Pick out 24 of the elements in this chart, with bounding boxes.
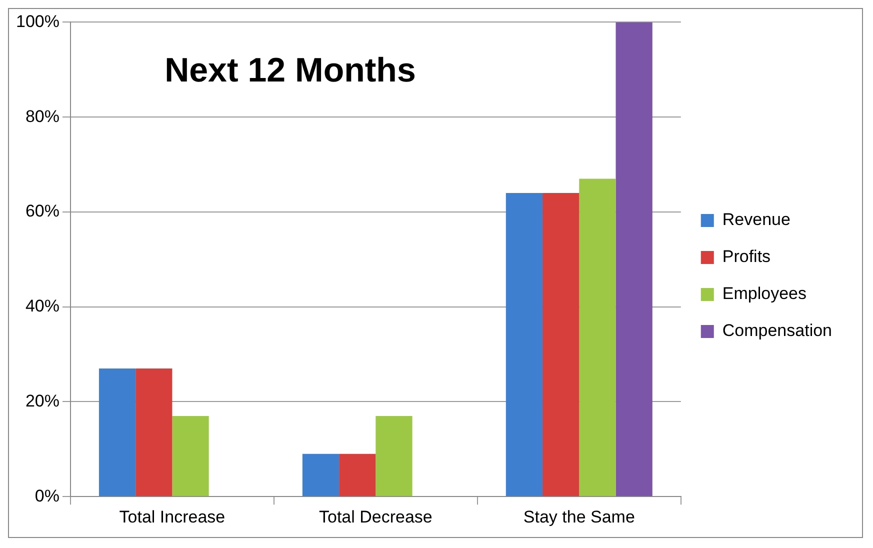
x-tick-label: Total Increase: [119, 507, 226, 526]
y-tick-label: 0%: [34, 486, 60, 506]
bar: [506, 192, 543, 496]
bar: [616, 22, 652, 496]
bar: [98, 368, 136, 496]
text: Next 12 Months: [164, 52, 416, 90]
x-tick-label: Total Decrease: [318, 507, 432, 526]
legend-label: Revenue: [722, 210, 790, 230]
y-tick-label: 20%: [25, 391, 60, 410]
y-tick-label: 60%: [25, 202, 60, 221]
x-tick-label: Stay the Same: [523, 507, 635, 526]
y-tick-label: 80%: [25, 106, 60, 126]
bar: [542, 192, 580, 496]
bar: [172, 416, 209, 496]
bar: [136, 368, 172, 496]
bar: [579, 178, 616, 496]
legend-label: Employees: [722, 284, 806, 304]
bar: [302, 454, 340, 496]
bar: [376, 416, 412, 496]
legend-label: Profits: [722, 247, 771, 266]
bar: [339, 454, 376, 496]
y-tick-label: 40%: [25, 296, 60, 316]
y-tick-label: 100%: [16, 12, 60, 31]
legend-label: Compensation: [722, 321, 832, 340]
